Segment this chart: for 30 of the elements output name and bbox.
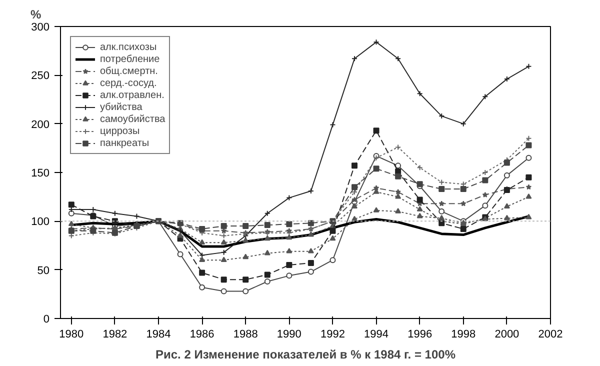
x-tick-label: 1996 [408,328,432,340]
legend-label: самоубийства [100,113,166,125]
x-tick-label: 1990 [276,328,302,340]
y-tick-label: 150 [31,168,50,180]
x-tick-label: 2002 [538,328,563,340]
y-tick-label: 0 [43,314,50,326]
x-tick-label: 1980 [59,328,84,340]
legend-label: алк.отравлен. [100,89,164,101]
x-tick-label: 1986 [190,328,214,340]
y-tick-label: 100 [31,216,50,228]
legend-label: убийства [100,101,142,113]
legend-label: алк.психозы [100,41,157,53]
y-tick-label: 50 [37,264,50,277]
legend-label: общ.смертн. [100,65,158,77]
y-axis-title: % [30,8,42,22]
y-tick-label: 250 [31,70,50,82]
legend-label: циррозы [100,125,140,137]
x-tick-label: 1982 [102,328,128,340]
x-tick-label: 1992 [320,328,345,340]
x-tick-label: 1998 [451,328,476,340]
y-tick-label: 300 [31,22,50,34]
x-tick-label: 1994 [364,328,389,340]
y-tick-label: 200 [31,118,50,131]
legend-label: потребление [100,53,160,65]
text: Рис. 2 Изменение показателей в % к 1984 г. = 100% [156,348,456,362]
legend-label: серд.-сосуд. [100,77,157,89]
x-tick-label: 1988 [233,328,258,340]
x-tick-label: 1984 [146,328,171,340]
x-tick-label: 2000 [494,328,520,340]
legend-label: панкреаты [100,137,150,149]
